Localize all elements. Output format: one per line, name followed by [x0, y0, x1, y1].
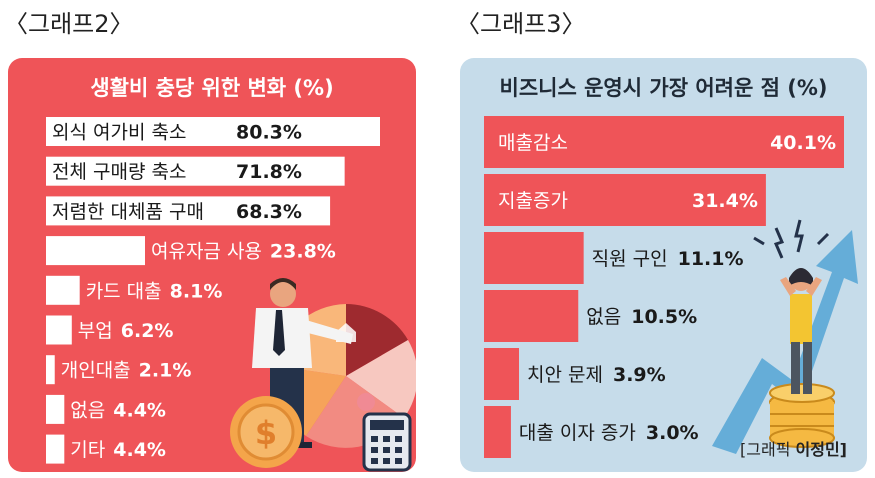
- category-label: 외식 여가비 축소: [52, 122, 186, 144]
- value-label: 3.9%: [613, 364, 666, 386]
- category-label: 카드 대출: [86, 280, 162, 302]
- bar-5: [46, 275, 80, 305]
- category-label: 직원 구인: [592, 248, 668, 270]
- worried-person-illustration: [712, 219, 858, 454]
- value-label: 6.2%: [121, 320, 174, 342]
- graph3-header: 〈그래프3〉: [456, 10, 586, 38]
- category-label: 치안 문제: [527, 364, 603, 386]
- bar-2: [46, 156, 345, 186]
- bar-6: [46, 315, 72, 345]
- category-label: 기타: [70, 439, 105, 461]
- category-label: 저렴한 대체품 구매: [52, 201, 204, 223]
- value-label: 4.4%: [113, 439, 166, 461]
- value-label: 71.8%: [236, 161, 302, 183]
- bar-8: [46, 394, 65, 424]
- value-label: 68.3%: [236, 201, 302, 223]
- category-label: 대출 이자 증가: [519, 422, 636, 444]
- bar-9: [46, 434, 65, 464]
- category-label: 지출증가: [498, 190, 568, 212]
- graph2-header: 〈그래프2〉: [4, 10, 134, 38]
- bar-3: [46, 196, 331, 226]
- category-label: 매출감소: [498, 132, 568, 154]
- value-label: 40.1%: [770, 132, 836, 154]
- value-label: 11.1%: [678, 248, 744, 270]
- business-difficulty-chart-panel: 비즈니스 운영시 가장 어려운 점 (%) 매출감소 40.1% 지출증가 3: [460, 58, 867, 472]
- businessman-pie-illustration: $: [230, 278, 416, 472]
- value-label: 80.3%: [236, 122, 302, 144]
- living-cost-chart-panel: 생활비 충당 위한 변화 (%) $: [8, 58, 416, 472]
- category-label: 여유자금 사용: [151, 241, 262, 263]
- bar-3: [484, 232, 584, 284]
- value-label: 8.1%: [170, 280, 223, 302]
- value-label: 23.8%: [270, 241, 336, 263]
- value-label: 4.4%: [113, 399, 166, 421]
- category-label: 없음: [586, 306, 621, 328]
- bar-7: [46, 355, 55, 385]
- category-label: 전체 구매량 축소: [52, 161, 186, 183]
- value-label: 31.4%: [692, 190, 758, 212]
- business-difficulty-bar-chart: 매출감소 40.1% 지출증가 31.4% 직원 구인 11.1% 없음 10.5% 치안 문제…: [484, 116, 844, 458]
- bar-6: [484, 406, 511, 458]
- graphic-credit: [그래픽 이정민]: [740, 440, 847, 459]
- category-label: 없음: [70, 399, 105, 421]
- bar-2: [484, 174, 766, 226]
- category-label: 부업: [78, 320, 113, 342]
- category-label: 개인대출: [61, 360, 131, 382]
- value-label: 2.1%: [139, 360, 192, 382]
- bar-1: [484, 116, 844, 168]
- bar-5: [484, 348, 520, 400]
- value-label: 3.0%: [646, 422, 699, 444]
- chart-title: 비즈니스 운영시 가장 어려운 점 (%): [499, 76, 828, 100]
- bar-4: [46, 236, 145, 266]
- bar-1: [46, 117, 380, 146]
- value-label: 10.5%: [631, 306, 697, 328]
- bar-4: [484, 290, 579, 342]
- chart-title: 생활비 충당 위한 변화 (%): [90, 76, 334, 100]
- svg-text:$: $: [255, 414, 277, 452]
- living-cost-bar-chart: 외식 여가비 축소 80.3% 전체 구매량 축소 71.8% 저렴한 대체품 구매 68…: [46, 117, 380, 464]
